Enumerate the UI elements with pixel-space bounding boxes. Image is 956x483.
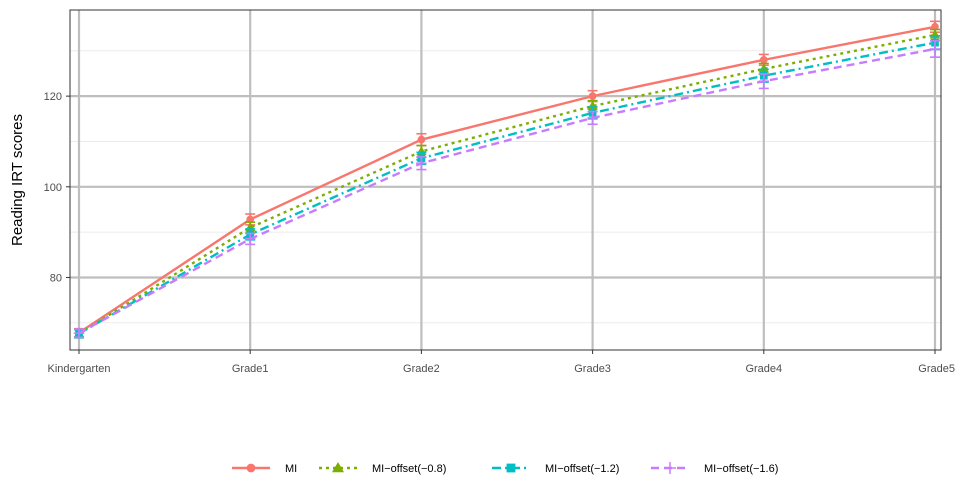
- x-tick-label: Grade1: [232, 363, 269, 375]
- legend-label: MI: [285, 463, 297, 475]
- legend-label: MI−offset(−0.8): [372, 463, 446, 475]
- y-tick-label: 120: [44, 91, 62, 103]
- legend-key-marker: [506, 463, 516, 473]
- legend-item: MI−offset(−1.2): [492, 463, 619, 475]
- series-2: [73, 28, 941, 339]
- plot-panel-border: [69, 9, 942, 351]
- legend-key-marker: [664, 462, 676, 474]
- y-tick-label: 100: [44, 182, 62, 194]
- data-point: [244, 233, 256, 245]
- legend-key-marker: [332, 462, 344, 473]
- data-point: [929, 43, 941, 55]
- y-tick-label: 80: [50, 272, 62, 284]
- legend: MI MI−offset(−0.8) MI−offset(−1.2) MI−offse…: [232, 462, 778, 475]
- series-line: [78, 41, 936, 335]
- series-group: [73, 20, 941, 339]
- legend-key-marker: [246, 463, 256, 473]
- data-point: [587, 112, 598, 124]
- legend-item: MI−offset(−1.6): [651, 462, 778, 475]
- series-line: [78, 47, 936, 335]
- data-point: [73, 327, 85, 339]
- data-point: [758, 75, 770, 87]
- axes: 80 100 120 Kindergarten Grade1 Grade2 Grade3 Gr…: [44, 91, 955, 375]
- x-tick-label: Kindergarten: [48, 363, 111, 375]
- data-point: [416, 157, 427, 169]
- data-point: [759, 56, 768, 64]
- legend-label: MI−offset(−1.2): [545, 463, 619, 475]
- x-tick-label: Grade3: [574, 363, 611, 375]
- x-tick-label: Grade4: [745, 363, 782, 375]
- data-point: [417, 135, 426, 144]
- data-point: [758, 63, 770, 73]
- data-point: [588, 92, 597, 100]
- legend-item: MI: [232, 463, 297, 475]
- x-tick-label: Grade2: [403, 363, 440, 375]
- y-axis-label: Reading IRT scores: [9, 114, 26, 246]
- legend-item: MI−offset(−0.8): [319, 462, 446, 475]
- series-line: [78, 25, 936, 334]
- legend-label: MI−offset(−1.6): [704, 463, 778, 475]
- series-1: [74, 20, 940, 338]
- series-line: [78, 33, 936, 335]
- grid: [70, 10, 941, 350]
- series-4: [73, 40, 941, 339]
- x-tick-label: Grade5: [918, 363, 955, 375]
